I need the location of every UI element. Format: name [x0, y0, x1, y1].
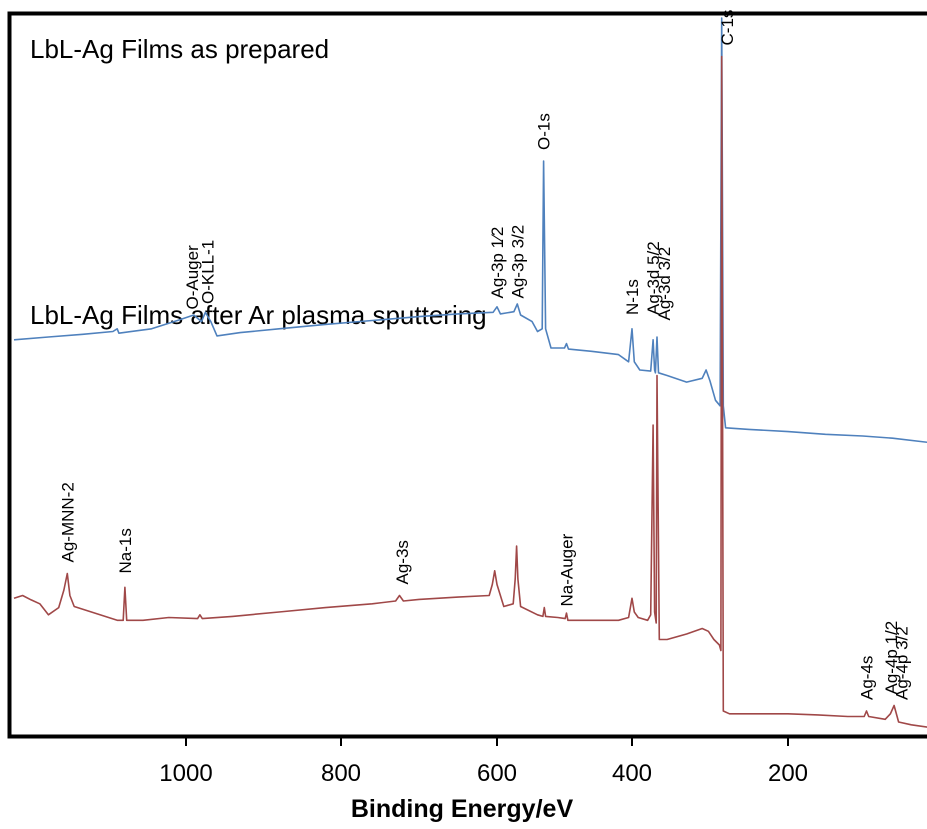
peak-label-6: Ag-3d 5/2 [644, 241, 663, 315]
x-axis-title: Binding Energy/eV [351, 795, 574, 823]
peak-label-15: Ag-4p 3/2 [893, 626, 912, 700]
spectrum-line-as-prepared [13, 17, 927, 444]
peak-label-3: Ag-3p 3/2 [508, 225, 527, 299]
peak-label-2: Ag-3p 1⁄2 [488, 227, 507, 299]
peak-label-14: Ag-4p 1/2 [882, 621, 901, 695]
plot-frame [7, 11, 927, 739]
x-tick-label-800: 800 [321, 760, 361, 787]
peak-label-0: O-Auger [183, 245, 202, 310]
peak-label-5: N-1s [623, 279, 642, 315]
peak-label-10: Na-1s [116, 528, 135, 573]
series-layer [13, 17, 927, 728]
spectrum-line-after-sputtering [13, 55, 927, 728]
peak-label-8: C-1s [718, 10, 737, 46]
x-axis-ticks [185, 736, 789, 746]
peak-label-11: Ag-3s [393, 540, 412, 584]
peak-label-7: Ag-3d 3/2 [655, 247, 674, 321]
x-tick-label-200: 200 [768, 760, 808, 787]
peak-label-1: O-KLL-1 [199, 240, 218, 304]
peak-label-4: O-1s [535, 113, 554, 150]
x-tick-label-1000: 1000 [159, 760, 212, 787]
top-spectrum-title: LbL-Ag Films as prepared [30, 34, 329, 64]
bottom-spectrum-title: LbL-Ag Films after Ar plasma sputtering [30, 300, 487, 330]
x-tick-label-400: 400 [612, 760, 652, 787]
peak-label-9: Ag-MNN-2 [58, 482, 77, 562]
peak-label-12: Na-Auger [558, 533, 577, 606]
peak-label-13: Ag-4s [858, 656, 877, 700]
x-tick-label-600: 600 [477, 760, 517, 787]
